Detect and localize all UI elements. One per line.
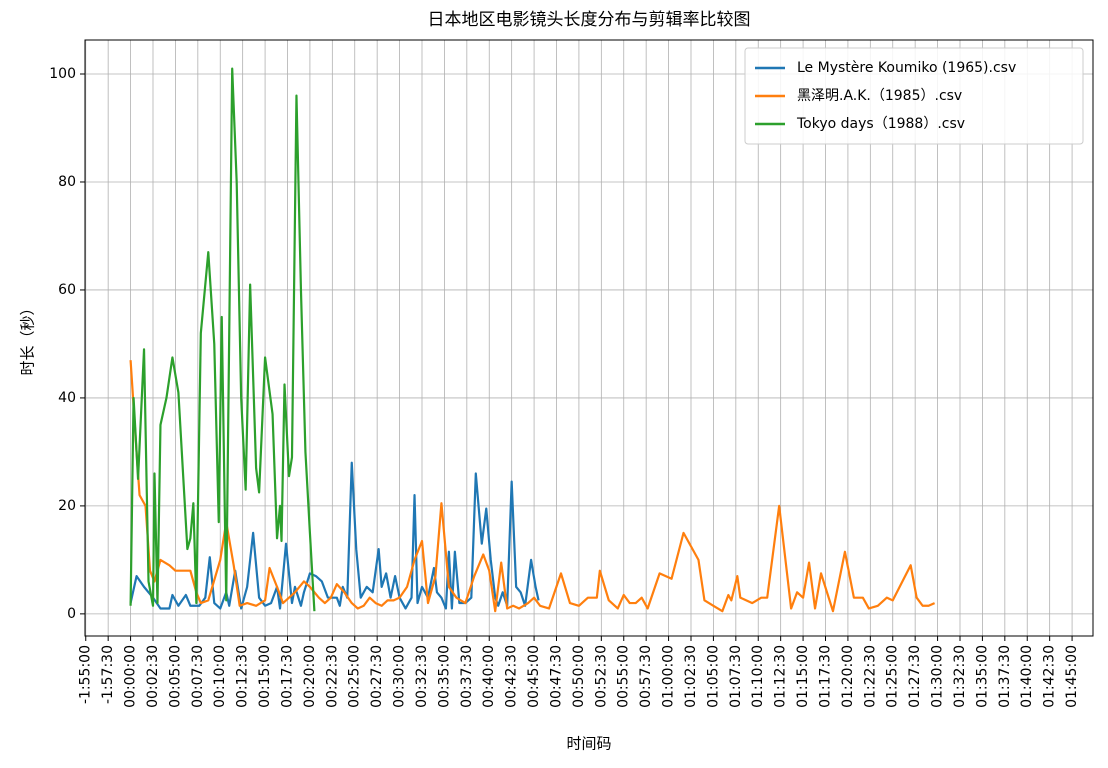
legend-label: Tokyo days（1988）.csv xyxy=(796,116,965,132)
x-tick-label: 00:17:30 xyxy=(279,645,295,708)
x-tick-label: 00:57:30 xyxy=(638,645,654,708)
legend-box xyxy=(744,47,1084,145)
y-tick-label: 40 xyxy=(58,390,76,406)
x-tick-label: 00:40:00 xyxy=(481,645,497,708)
x-axis-label: 时间码 xyxy=(566,735,611,753)
x-tick-label: 00:02:30 xyxy=(145,645,161,708)
x-tick-label: 00:42:30 xyxy=(504,645,520,708)
x-tick-label: 01:15:00 xyxy=(795,645,811,708)
x-tick-label: 00:30:00 xyxy=(392,645,408,708)
x-tick-label: 00:00:00 xyxy=(123,645,139,708)
x-tick-label: 01:07:30 xyxy=(728,645,744,708)
x-tick-label: 01:20:00 xyxy=(840,645,856,708)
x-tick-label: 00:55:00 xyxy=(616,645,632,708)
y-tick-label: 20 xyxy=(58,498,76,514)
x-tick-label: 01:45:00 xyxy=(1064,645,1080,708)
x-tick-label: 00:45:00 xyxy=(526,645,542,708)
x-tick-label: 01:42:30 xyxy=(1042,645,1058,708)
series-line xyxy=(129,461,540,610)
x-tick-label: 01:32:30 xyxy=(952,645,968,708)
x-tick-label: 00:12:30 xyxy=(235,645,251,708)
x-tick-label: 01:37:30 xyxy=(997,645,1013,708)
x-tick-label: 00:25:00 xyxy=(347,645,363,708)
x-tick-label: 01:02:30 xyxy=(683,645,699,708)
y-tick-label: 60 xyxy=(58,282,76,298)
x-tick-label: 00:10:00 xyxy=(212,645,228,708)
x-tick-label: 00:52:30 xyxy=(593,645,609,708)
x-tick-label: 00:35:00 xyxy=(436,645,452,708)
x-tick-label: 01:17:30 xyxy=(817,645,833,708)
x-tick-label: 01:12:30 xyxy=(773,645,789,708)
x-tick-label: 01:40:00 xyxy=(1019,645,1035,708)
y-tick-label: 80 xyxy=(58,174,76,190)
x-tick-label: -1:57:30 xyxy=(100,645,116,704)
x-tick-label: 00:20:00 xyxy=(302,645,318,708)
x-tick-label: 01:30:00 xyxy=(930,645,946,708)
x-tick-label: 00:50:00 xyxy=(571,645,587,708)
x-tick-label: 00:05:00 xyxy=(167,645,183,708)
x-tick-label: 01:05:00 xyxy=(705,645,721,708)
x-tick-label: 01:25:00 xyxy=(885,645,901,708)
legend-label: 黑泽明.A.K.（1985）.csv xyxy=(797,88,962,104)
chart-title: 日本地区电影镜头长度分布与剪辑率比较图 xyxy=(428,10,751,30)
y-tick-label: 100 xyxy=(49,66,76,82)
x-tick-label: 00:47:30 xyxy=(548,645,564,708)
x-tick-label: 01:27:30 xyxy=(907,645,923,708)
series-line xyxy=(129,360,936,613)
x-tick-label: 01:10:00 xyxy=(750,645,766,708)
x-tick-label: -1:55:00 xyxy=(78,645,94,704)
x-tick-label: 00:37:30 xyxy=(459,645,475,708)
plot-frame xyxy=(84,39,1094,637)
x-tick-label: 01:22:30 xyxy=(862,645,878,708)
y-axis-label: 时长（秒） xyxy=(19,300,37,375)
x-tick-label: 01:35:00 xyxy=(974,645,990,708)
x-tick-label: 00:15:00 xyxy=(257,645,273,708)
x-tick-label: 00:27:30 xyxy=(369,645,385,708)
x-tick-label: 00:32:30 xyxy=(414,645,430,708)
y-tick-label: 0 xyxy=(67,606,76,622)
x-tick-label: 00:22:30 xyxy=(324,645,340,708)
x-tick-label: 01:00:00 xyxy=(661,645,677,708)
legend-label: Le Mystère Koumiko (1965).csv xyxy=(797,60,1016,76)
x-tick-label: 00:07:30 xyxy=(190,645,206,708)
series-line xyxy=(129,67,316,612)
